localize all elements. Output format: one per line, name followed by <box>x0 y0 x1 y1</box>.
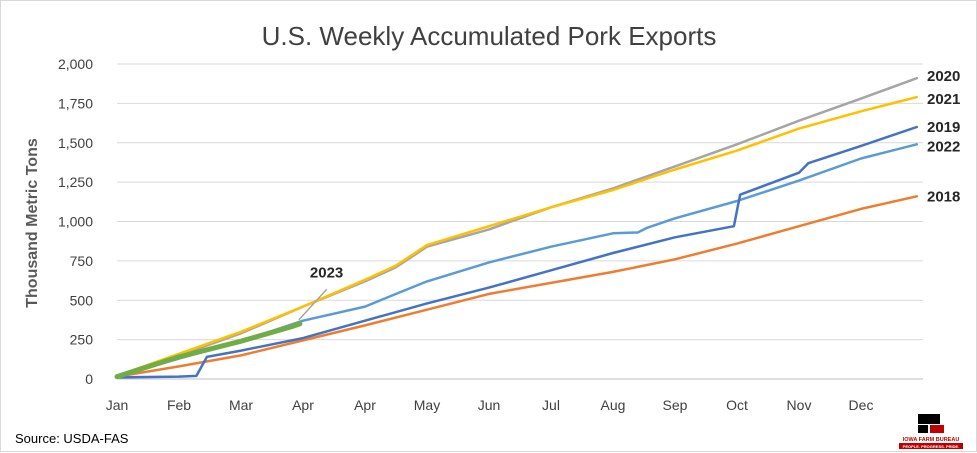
series-label-2018: 2018 <box>927 188 960 205</box>
y-tick-label: 0 <box>85 371 93 387</box>
annotation-label: 2023 <box>310 264 343 281</box>
chart-title: U.S. Weekly Accumulated Pork Exports <box>262 21 717 51</box>
y-tick-label: 1,500 <box>58 135 93 151</box>
x-tick-label: Apr <box>292 397 314 413</box>
x-tick-label: Sep <box>663 397 688 413</box>
series-label-2022: 2022 <box>927 138 960 155</box>
x-tick-label: Mar <box>229 397 253 413</box>
x-tick-label: Nov <box>787 397 812 413</box>
y-axis-label: Thousand Metric Tons <box>24 138 41 308</box>
annotation-leader <box>298 288 328 321</box>
y-tick-label: 2,000 <box>58 56 93 72</box>
iowa-farm-bureau-logo: IOWA FARM BUREAU PEOPLE. PROGRESS. PRIDE… <box>899 414 963 449</box>
series-line-2023 <box>114 321 303 380</box>
y-tick-label: 750 <box>70 253 94 269</box>
y-tick-label: 1,750 <box>58 95 93 111</box>
series-label-2020: 2020 <box>927 68 960 85</box>
x-tick-label: Jun <box>478 397 501 413</box>
series-line-2019 <box>115 125 919 379</box>
source-note: Source: USDA-FAS <box>15 431 129 446</box>
series-label-2019: 2019 <box>927 119 960 136</box>
annotation-2023: 2023 <box>298 264 343 321</box>
x-tick-label: Aug <box>601 397 626 413</box>
x-axis-ticks: Jan Feb Mar Apr Apr May Jun Jul Aug Sep Oct Nov Dec <box>106 397 874 413</box>
x-tick-label: Oct <box>726 397 748 413</box>
series-line-2018 <box>115 195 919 378</box>
x-tick-label: Dec <box>849 397 874 413</box>
logo-name: IOWA FARM BUREAU <box>903 437 960 443</box>
y-tick-label: 500 <box>70 292 94 308</box>
x-tick-label: Apr <box>354 397 376 413</box>
x-tick-label: May <box>414 397 440 413</box>
series-lines <box>114 76 919 380</box>
series-label-2021: 2021 <box>927 91 960 108</box>
y-tick-label: 1,250 <box>58 174 93 190</box>
logo-tagline: PEOPLE. PROGRESS. PRIDE. <box>903 444 960 449</box>
series-labels: 2018 2019 2020 2021 2022 <box>927 68 960 205</box>
logo-mark-stem <box>918 425 928 433</box>
logo-tagline-band <box>899 443 963 449</box>
y-tick-label: 250 <box>70 332 94 348</box>
logo-mark-accent <box>930 425 944 433</box>
y-axis-ticks: 0 250 500 750 1,000 1,250 1,500 1,750 2,000 <box>58 56 93 387</box>
x-tick-label: Jan <box>106 397 129 413</box>
x-tick-label: Feb <box>167 397 191 413</box>
y-tick-label: 1,000 <box>58 214 93 230</box>
logo-mark-bar <box>918 414 940 424</box>
x-tick-label: Jul <box>542 397 560 413</box>
series-line-2021 <box>115 95 919 378</box>
